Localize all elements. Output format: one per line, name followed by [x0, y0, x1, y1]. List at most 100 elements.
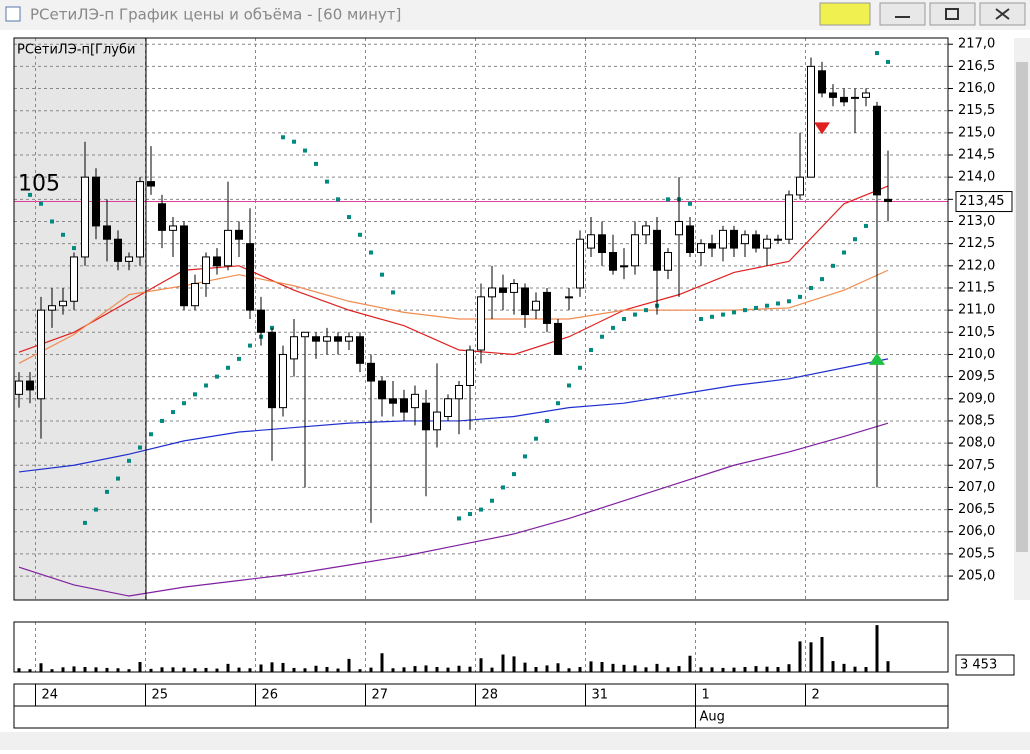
y-tick-label: 216,0 — [958, 81, 995, 96]
candle-body — [609, 252, 617, 271]
volume-bar — [490, 667, 494, 672]
sar-dot — [325, 179, 329, 184]
sar-dot — [347, 215, 351, 220]
volume-frame — [13, 621, 949, 673]
sar-dot — [886, 59, 890, 64]
y-tick-label: 212,5 — [958, 236, 995, 251]
volume-bar — [523, 662, 527, 672]
candle-body — [125, 256, 133, 262]
volume-bar — [666, 667, 670, 672]
v-scroll-thumb[interactable] — [1016, 62, 1028, 552]
sar-dot — [237, 356, 241, 361]
sar-dot — [611, 325, 615, 330]
candle-body — [103, 225, 111, 240]
volume-bar — [215, 668, 219, 672]
volume-bar — [457, 665, 461, 672]
candle-body — [488, 287, 496, 298]
sar-dot — [842, 250, 846, 255]
link-button[interactable] — [819, 2, 871, 26]
signal-marker — [869, 352, 885, 365]
sar-dot — [358, 232, 362, 237]
volume-bar — [611, 663, 615, 672]
volume-bar — [743, 667, 747, 672]
indicator-line — [18, 185, 889, 356]
candle-body — [169, 225, 177, 231]
volume-bar — [644, 667, 648, 672]
sar-dot — [875, 51, 879, 56]
y-tick-label: 214,0 — [958, 170, 995, 185]
volume-bar — [556, 663, 560, 672]
sar-dot — [831, 263, 835, 268]
candle-body — [587, 234, 595, 249]
candle-body — [15, 380, 23, 395]
sar-dot — [248, 343, 252, 348]
candle-body — [367, 362, 375, 382]
x-tick-label: 27 — [372, 688, 389, 703]
candle-body — [48, 305, 56, 311]
volume-bar — [204, 667, 208, 672]
x-tick-label: 2 — [812, 688, 820, 703]
y-tick-label: 215,5 — [958, 103, 995, 118]
sar-dot — [523, 454, 527, 459]
candle-body — [499, 287, 507, 293]
sar-dot — [578, 365, 582, 370]
candle-body — [356, 336, 364, 364]
h-scrollbar[interactable] — [0, 732, 1030, 750]
y-tick-label: 207,0 — [958, 480, 995, 495]
volume-bar — [336, 668, 340, 672]
sar-dot — [314, 161, 318, 166]
candle-body — [323, 336, 331, 342]
volume-bar — [842, 663, 846, 672]
maximize-icon — [945, 8, 959, 20]
y-tick-label: 208,5 — [958, 413, 995, 428]
sar-dot — [215, 374, 219, 379]
sar-dot — [127, 458, 131, 463]
y-tick-label: 206,5 — [958, 502, 995, 517]
maximize-button[interactable] — [929, 2, 976, 26]
close-icon — [995, 8, 1010, 20]
volume-bar — [17, 668, 21, 672]
sar-dot — [292, 139, 296, 144]
candle-body — [873, 105, 881, 196]
candle-body — [752, 234, 760, 249]
candle-body — [653, 229, 661, 271]
candle-body — [620, 265, 628, 268]
sar-dot — [534, 436, 538, 441]
sar-dot — [600, 334, 604, 339]
candle-body — [763, 238, 771, 249]
volume-bar — [798, 641, 802, 672]
x-tick-label: 24 — [42, 688, 59, 703]
depth-label: РСетиЛЭ-п[Глуби — [17, 43, 135, 58]
volume-bar — [138, 662, 142, 672]
volume-tag-label: 3 453 — [960, 658, 997, 673]
sar-dot — [622, 317, 626, 321]
volume-bar — [578, 667, 582, 672]
volume-bar — [50, 669, 54, 672]
sar-dot — [50, 219, 54, 224]
sar-dot — [765, 303, 769, 308]
candle-body — [730, 229, 738, 249]
volume-bar — [182, 667, 186, 672]
volume-bar — [193, 668, 197, 672]
y-tick-label: 212,0 — [958, 258, 995, 273]
sar-dot — [28, 192, 32, 197]
volume-bar — [864, 667, 868, 672]
candle-body — [642, 225, 650, 236]
candle-body — [884, 198, 892, 203]
candle-body — [202, 256, 210, 285]
minimize-button[interactable] — [879, 2, 926, 26]
x-tick-label: 31 — [592, 688, 609, 703]
sar-dot — [776, 301, 780, 306]
y-tick-label: 205,5 — [958, 546, 995, 561]
indicator-line — [18, 269, 889, 364]
volume-bar — [875, 625, 879, 672]
volume-bar — [534, 667, 538, 672]
volume-bar — [402, 667, 406, 672]
y-tick-label: 214,5 — [958, 148, 995, 163]
sar-dot — [61, 232, 65, 237]
volume-bar — [710, 667, 714, 672]
volume-bar — [600, 662, 604, 672]
volume-bar — [171, 667, 175, 672]
sar-dot — [336, 197, 340, 202]
candle-body — [455, 384, 463, 400]
